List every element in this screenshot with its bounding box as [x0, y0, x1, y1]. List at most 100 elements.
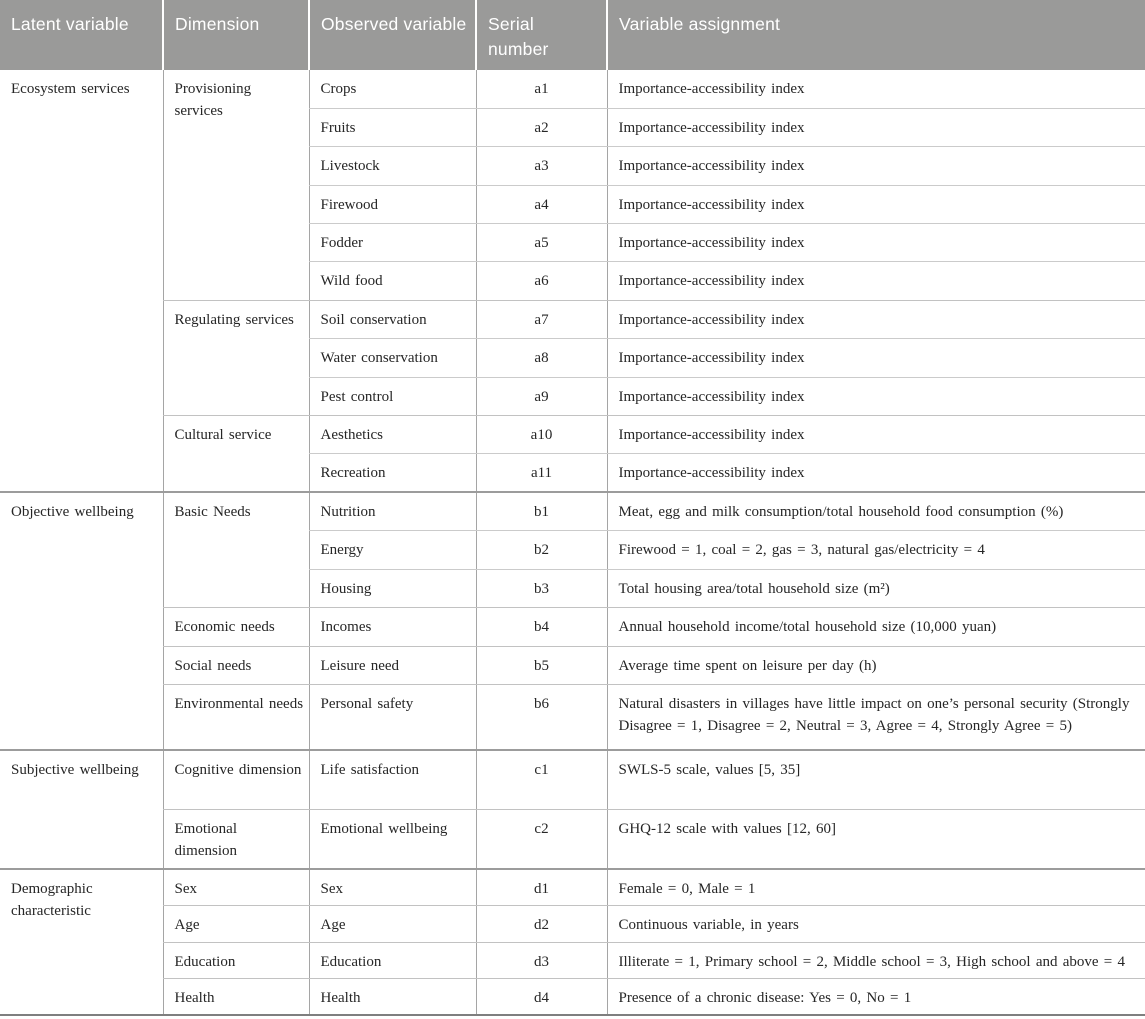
- variable-assignment-cell: Average time spent on leisure per day (h…: [606, 646, 1145, 686]
- observed-variable-cell: Pest control: [308, 377, 476, 417]
- observed-variable-cell: Health: [308, 978, 476, 1017]
- dimension-cell: Cultural service: [162, 415, 309, 494]
- serial-number-cell: a11: [475, 453, 607, 494]
- column-header-serial-number: Serial number: [475, 0, 607, 70]
- latent-variable-cell: Subjective wellbeing: [0, 750, 163, 871]
- observed-variable-cell: Water conservation: [308, 338, 476, 378]
- serial-number-cell: a2: [475, 108, 607, 148]
- column-header-latent-variable: Latent variable: [0, 0, 163, 70]
- column-header-variable-assignment: Variable assignment: [606, 0, 1145, 70]
- variable-assignment-cell: Presence of a chronic disease: Yes = 0, …: [606, 978, 1145, 1017]
- table-row: Housing b3 Total housing area/total househ…: [0, 569, 1145, 609]
- dimension-cell: Emotional dimension: [162, 809, 309, 871]
- variable-assignment-cell: Female = 0, Male = 1: [606, 869, 1145, 907]
- table-row: Fruits a2 Importance-accessibility index: [0, 108, 1145, 148]
- table-row: Subjective wellbeing Cognitive dimension L…: [0, 750, 1145, 871]
- dimension-cell: Sex: [162, 869, 309, 907]
- variable-assignment-cell: Illiterate = 1, Primary school = 2, Midd…: [606, 942, 1145, 980]
- table-row: Regulating services Soil conservation a7 Im…: [0, 300, 1145, 417]
- column-header-dimension: Dimension: [162, 0, 309, 70]
- serial-number-cell: b4: [475, 607, 607, 647]
- variable-assignment-cell: Importance-accessibility index: [606, 338, 1145, 378]
- variable-assignment-cell: Importance-accessibility index: [606, 146, 1145, 186]
- table-row: Cultural service Aesthetics a10 Importance-…: [0, 415, 1145, 494]
- serial-number-cell: b3: [475, 569, 607, 609]
- observed-variable-cell: Sex: [308, 869, 476, 907]
- observed-variable-cell: Aesthetics: [308, 415, 476, 455]
- table-row: Age Age d2 Continuous variable, in years: [0, 905, 1145, 943]
- table-row: Environmental needs Personal safety b6 Natu…: [0, 684, 1145, 752]
- serial-number-cell: b1: [475, 492, 607, 532]
- serial-number-cell: d1: [475, 869, 607, 907]
- dimension-cell: Health: [162, 978, 309, 1017]
- variable-assignment-cell: Annual household income/total household …: [606, 607, 1145, 647]
- table-row: Demographic characteristic Sex Sex d1 Female…: [0, 869, 1145, 1017]
- table-row: Pest control a9 Importance-accessibility i…: [0, 377, 1145, 417]
- table-row: Health Health d4 Presence of a chronic dise…: [0, 978, 1145, 1017]
- observed-variable-cell: Nutrition: [308, 492, 476, 532]
- dimension-cell: Economic needs: [162, 607, 309, 647]
- table-row: Firewood a4 Importance-accessibility index: [0, 185, 1145, 225]
- observed-variable-cell: Housing: [308, 569, 476, 609]
- observed-variable-cell: Age: [308, 905, 476, 943]
- observed-variable-cell: Fodder: [308, 223, 476, 263]
- table-row: Social needs Leisure need b5 Average time s…: [0, 646, 1145, 686]
- serial-number-cell: a5: [475, 223, 607, 263]
- observed-variable-cell: Firewood: [308, 185, 476, 225]
- variable-assignment-cell: Importance-accessibility index: [606, 453, 1145, 494]
- variable-assignment-cell: Natural disasters in villages have littl…: [606, 684, 1145, 752]
- dimension-cell: Social needs: [162, 646, 309, 686]
- variable-assignment-cell: Importance-accessibility index: [606, 223, 1145, 263]
- serial-number-cell: a10: [475, 415, 607, 455]
- observed-variable-cell: Fruits: [308, 108, 476, 148]
- table-row: Water conservation a8 Importance-accessibi…: [0, 338, 1145, 378]
- serial-number-cell: c1: [475, 750, 607, 811]
- serial-number-cell: a6: [475, 261, 607, 301]
- variable-assignment-cell: Importance-accessibility index: [606, 300, 1145, 340]
- dimension-cell: Education: [162, 942, 309, 980]
- table-row: Emotional dimension Emotional wellbeing c2…: [0, 809, 1145, 871]
- variable-assignment-cell: Importance-accessibility index: [606, 70, 1145, 109]
- serial-number-cell: b5: [475, 646, 607, 686]
- serial-number-cell: a8: [475, 338, 607, 378]
- variable-assignment-cell: Total housing area/total household size …: [606, 569, 1145, 609]
- observed-variable-cell: Soil conservation: [308, 300, 476, 340]
- latent-variable-cell: Objective wellbeing: [0, 492, 163, 752]
- observed-variable-cell: Energy: [308, 530, 476, 570]
- table-row: Economic needs Incomes b4 Annual household …: [0, 607, 1145, 647]
- table-row: Livestock a3 Importance-accessibility inde…: [0, 146, 1145, 186]
- variable-assignment-cell: SWLS-5 scale, values [5, 35]: [606, 750, 1145, 811]
- dimension-cell: Cognitive dimension: [162, 750, 309, 811]
- dimension-cell: Regulating services: [162, 300, 309, 417]
- table-row: Fodder a5 Importance-accessibility index: [0, 223, 1145, 263]
- variable-assignment-cell: Importance-accessibility index: [606, 377, 1145, 417]
- serial-number-cell: b2: [475, 530, 607, 570]
- observed-variable-cell: Crops: [308, 70, 476, 109]
- table-row: Ecosystem services Provisioning services C…: [0, 70, 1145, 494]
- variable-assignment-cell: Meat, egg and milk consumption/total hou…: [606, 492, 1145, 532]
- variable-assignment-cell: Continuous variable, in years: [606, 905, 1145, 943]
- serial-number-cell: a1: [475, 70, 607, 109]
- observed-variable-cell: Leisure need: [308, 646, 476, 686]
- observed-variable-cell: Personal safety: [308, 684, 476, 752]
- table-row: Recreation a11 Importance-accessibility in…: [0, 453, 1145, 494]
- dimension-cell: Basic Needs: [162, 492, 309, 609]
- serial-number-cell: b6: [475, 684, 607, 752]
- serial-number-cell: d4: [475, 978, 607, 1017]
- variable-assignment-cell: Importance-accessibility index: [606, 415, 1145, 455]
- column-header-observed-variable: Observed variable: [308, 0, 476, 70]
- dimension-cell: Age: [162, 905, 309, 943]
- observed-variable-cell: Education: [308, 942, 476, 980]
- header-row: Latent variable Dimension Observed varia…: [0, 0, 1145, 70]
- observed-variable-cell: Recreation: [308, 453, 476, 494]
- serial-number-cell: a4: [475, 185, 607, 225]
- variable-assignment-cell: GHQ-12 scale with values [12, 60]: [606, 809, 1145, 871]
- dimension-cell: Provisioning services: [162, 70, 309, 301]
- variable-assignment-cell: Importance-accessibility index: [606, 261, 1145, 301]
- serial-number-cell: d2: [475, 905, 607, 943]
- observed-variable-cell: Life satisfaction: [308, 750, 476, 811]
- table-row: Objective wellbeing Basic Needs Nutrition b…: [0, 492, 1145, 752]
- observed-variable-cell: Incomes: [308, 607, 476, 647]
- latent-variable-cell: Demographic characteristic: [0, 869, 163, 1017]
